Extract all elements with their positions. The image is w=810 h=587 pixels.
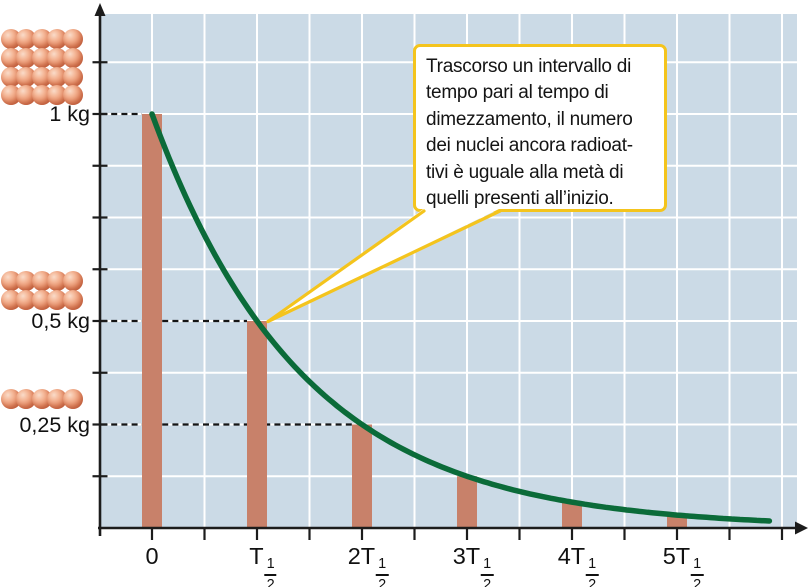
nucleus-sphere-icon — [1, 389, 21, 409]
fraction-denominator: 2 — [586, 573, 599, 587]
x-axis-label-prefix: 0 — [145, 543, 159, 569]
sphere-cluster-05kg — [1, 271, 83, 310]
x-axis-label-prefix: 2T — [347, 543, 376, 569]
sphere-row — [1, 289, 83, 310]
nucleus-sphere-icon — [16, 289, 37, 310]
fraction-denominator: 2 — [691, 573, 704, 587]
nucleus-sphere-icon — [1, 47, 21, 68]
x-axis-label-prefix: 5T — [662, 543, 691, 569]
callout-line-2: dimezzamento, il numero — [426, 108, 633, 130]
callout-line-3: dei nuclei ancora radioat- — [426, 135, 633, 157]
nucleus-sphere-icon — [16, 47, 37, 68]
decay-bar-0 — [142, 114, 162, 528]
fraction-numerator: 1 — [378, 556, 387, 572]
nucleus-sphere-icon — [47, 29, 68, 49]
sphere-row — [1, 389, 83, 409]
decay-bar-4 — [562, 502, 582, 528]
nucleus-sphere-icon — [62, 85, 83, 106]
nucleus-sphere-icon — [47, 289, 68, 310]
callout-line-1: tempo pari al tempo di — [426, 82, 609, 104]
nucleus-sphere-icon — [62, 271, 83, 291]
x-axis-label-prefix: 4T — [557, 543, 586, 569]
x-axis-label-0: 0 — [145, 543, 158, 570]
nucleus-sphere-icon — [16, 271, 37, 291]
nucleus-sphere-icon — [1, 289, 21, 310]
sphere-row — [1, 66, 83, 87]
nucleus-sphere-icon — [62, 29, 83, 49]
nucleus-sphere-icon — [47, 66, 68, 87]
sphere-row — [1, 47, 83, 68]
callout-box: Trascorso un intervallo di tempo pari al … — [413, 44, 667, 212]
callout-line-0: Trascorso un intervallo di — [426, 56, 632, 77]
nucleus-sphere-icon — [47, 389, 68, 409]
callout-line-5: quelli presenti all’inizio. — [426, 188, 614, 210]
nucleus-sphere-icon — [16, 85, 37, 106]
decay-bar-5 — [667, 515, 687, 528]
nucleus-sphere-icon — [16, 66, 37, 87]
nucleus-sphere-icon — [31, 47, 52, 68]
y-axis-label-2: 0,25 kg — [19, 412, 90, 437]
callout-line-4: tivi è uguale alla metà di — [426, 161, 624, 183]
nucleus-sphere-icon — [31, 271, 52, 291]
nucleus-sphere-icon — [16, 389, 37, 409]
x-axis-arrow-icon — [795, 521, 808, 535]
nucleus-sphere-icon — [62, 389, 83, 409]
decay-bar-3 — [457, 476, 477, 528]
x-axis-label-2: 2T 1 2 — [348, 543, 389, 587]
decay-bar-1 — [247, 321, 267, 528]
sphere-row — [1, 271, 83, 291]
decay-curve — [149, 111, 773, 524]
nucleus-sphere-icon — [47, 271, 68, 291]
nucleus-sphere-icon — [1, 66, 21, 87]
nucleus-sphere-icon — [31, 66, 52, 87]
x-axis-label-4: 4T 1 2 — [558, 543, 599, 587]
y-axis-label-1: 0,5 kg — [31, 309, 90, 333]
decay-bar-2 — [352, 424, 372, 528]
fraction-denominator: 2 — [481, 573, 494, 587]
x-axis-label-5: 5T 1 2 — [663, 543, 704, 587]
fraction-denominator: 2 — [264, 573, 277, 587]
callout-text: Trascorso un intervallo di tempo pari al … — [426, 54, 664, 212]
nucleus-sphere-icon — [62, 289, 83, 310]
sphere-row — [1, 29, 83, 49]
nucleus-sphere-icon — [1, 271, 21, 291]
fraction-denominator: 2 — [376, 573, 389, 587]
nucleus-sphere-icon — [47, 47, 68, 68]
nucleus-sphere-icon — [31, 85, 52, 106]
nucleus-sphere-icon — [31, 289, 52, 310]
nucleus-sphere-icon — [47, 85, 68, 106]
nucleus-sphere-icon — [62, 66, 83, 87]
y-axis-label-0: 1 kg — [49, 102, 90, 126]
nucleus-sphere-icon — [1, 85, 21, 106]
nucleus-sphere-icon — [1, 29, 21, 49]
sphere-cluster-1kg — [1, 29, 83, 106]
fraction-numerator: 1 — [693, 556, 702, 572]
y-axis-arrow-icon — [94, 3, 106, 16]
x-axis-label-prefix: T — [249, 543, 264, 569]
nucleus-sphere-icon — [31, 389, 52, 409]
x-axis-label-prefix: 3T — [452, 543, 481, 569]
fraction-numerator: 1 — [588, 556, 597, 572]
nucleus-sphere-icon — [31, 29, 52, 49]
x-axis-label-3: 3T 1 2 — [453, 543, 494, 587]
fraction-numerator: 1 — [483, 556, 492, 572]
nucleus-sphere-icon — [16, 29, 37, 49]
fraction-numerator: 1 — [266, 556, 275, 572]
nucleus-sphere-icon — [62, 47, 83, 68]
sphere-cluster-025kg — [1, 389, 83, 409]
sphere-row — [1, 85, 83, 106]
